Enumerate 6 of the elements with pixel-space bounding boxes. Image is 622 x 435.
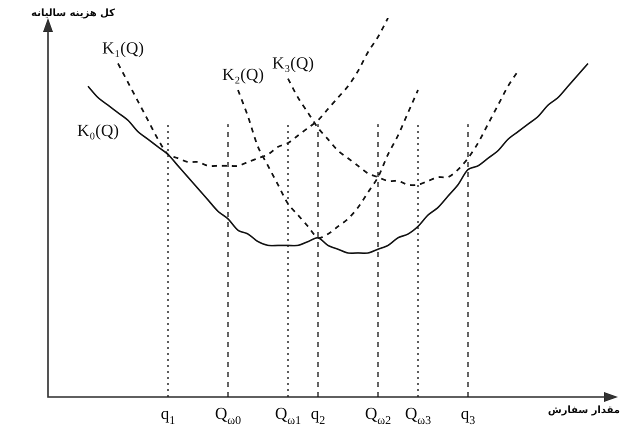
y-axis-title: کل هزینه سالیانه bbox=[31, 8, 116, 19]
series-label: K₂(Q) bbox=[222, 65, 264, 84]
series-label: K₀(Q) bbox=[77, 121, 119, 140]
series-label: K₁(Q) bbox=[102, 38, 144, 58]
series-label: K₃(Q) bbox=[272, 54, 314, 73]
x-axis-title: مقدار سفارش bbox=[548, 405, 620, 416]
